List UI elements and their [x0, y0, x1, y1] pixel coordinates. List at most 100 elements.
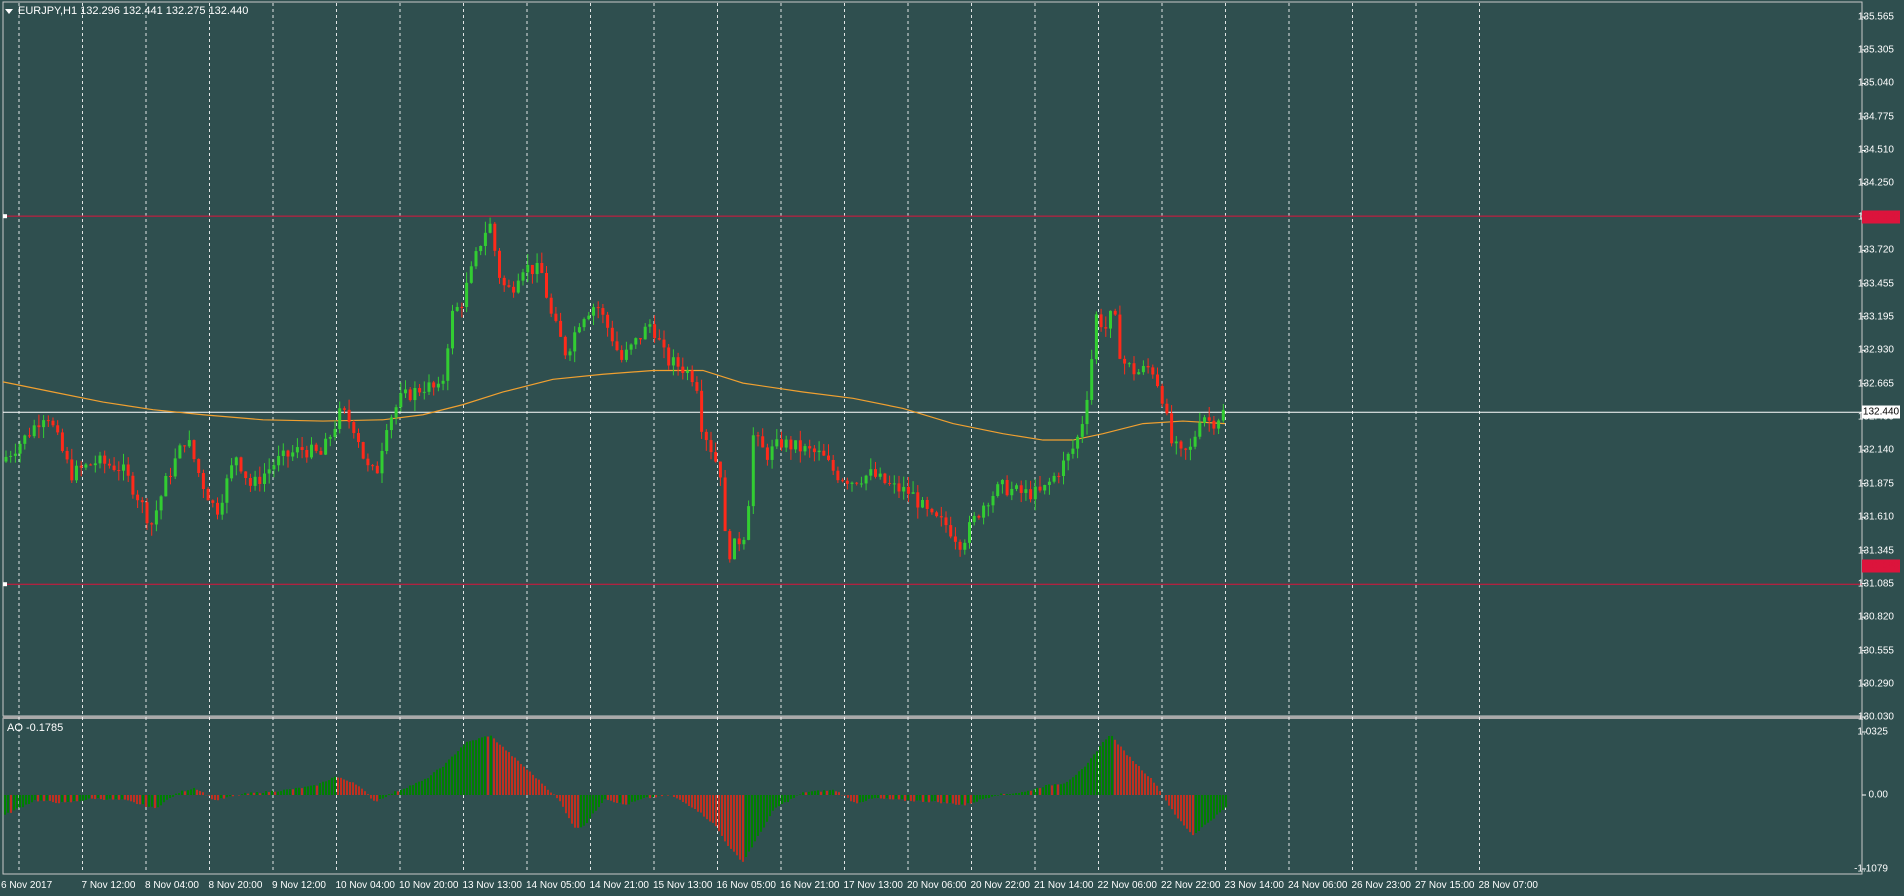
candle-body [747, 506, 751, 540]
candle-body [549, 297, 553, 314]
candle-body [845, 480, 849, 484]
candle-body [220, 502, 224, 515]
candle-body [122, 464, 125, 471]
candle-body [225, 478, 229, 503]
candle-body [371, 465, 375, 467]
ohlc-values: 132.296 132.441 132.275 132.440 [80, 5, 249, 17]
candle-body [596, 307, 600, 309]
price-axis-label: 134.250 [1857, 177, 1894, 189]
candle-body [530, 264, 534, 275]
candle-body [258, 476, 262, 484]
candle-body [718, 461, 722, 478]
candle-body [263, 473, 266, 484]
axis-ticks [1862, 16, 1866, 870]
candle-body [859, 483, 863, 485]
candle-body [615, 341, 619, 351]
candle-body [902, 486, 906, 492]
candle-body [42, 420, 46, 428]
moving-average-line [2, 369, 1226, 441]
candle-body [187, 440, 191, 447]
candle-body [451, 310, 454, 349]
candle-body [60, 432, 64, 451]
candle-body [1174, 441, 1178, 444]
candle-body [850, 482, 854, 484]
candle-body [996, 484, 1000, 497]
candle-body [51, 420, 55, 426]
candle-body [253, 476, 257, 486]
candle-body [944, 517, 948, 526]
candle-body [516, 280, 520, 293]
price-axis-label: 132.665 [1857, 378, 1894, 390]
candle-body [521, 272, 525, 281]
candle-body [676, 357, 680, 367]
candle-body [1080, 424, 1084, 437]
candle-body [37, 425, 41, 428]
time-axis-label: 10 Nov 04:00 [335, 880, 396, 891]
candle-body [874, 469, 877, 477]
candle-body [197, 459, 201, 474]
candle-body [1212, 420, 1216, 429]
candle-body [79, 465, 83, 468]
candle-body [1010, 488, 1014, 496]
candle-body [601, 308, 605, 315]
candle-body [648, 324, 652, 327]
candle-body [1137, 372, 1141, 375]
candle-body [1062, 460, 1065, 476]
candle-body [864, 475, 868, 484]
candle-body [606, 314, 610, 328]
candle-body [427, 382, 431, 392]
candle-body [986, 505, 990, 507]
candle-body [761, 436, 765, 448]
candle-body [23, 435, 27, 444]
candle-body [1179, 441, 1183, 449]
candle-body [1038, 486, 1042, 491]
candle-body [977, 515, 981, 518]
candle-body [921, 499, 924, 508]
candle-body [733, 538, 736, 560]
candle-body [512, 286, 516, 293]
pane-separator[interactable] [3, 716, 1862, 719]
level-anchor-handle[interactable] [3, 582, 7, 587]
candle-body [418, 388, 422, 393]
candle-body [493, 223, 497, 251]
candle-body [201, 473, 205, 490]
horizontal-levels[interactable] [3, 214, 1862, 587]
upper-level-tag[interactable]: 133.990 [1862, 210, 1900, 224]
price-axis-label: 131.875 [1857, 478, 1894, 490]
candle-body [319, 450, 323, 455]
candle-body [1188, 446, 1192, 450]
candle-body [286, 450, 290, 457]
candle-body [855, 482, 859, 484]
level-anchor-handle[interactable] [3, 214, 7, 219]
lower-level-tag[interactable]: 131.080 [1862, 559, 1900, 573]
candle-body [1071, 448, 1075, 454]
triangle-down-icon[interactable] [5, 8, 13, 14]
candle-body [1090, 359, 1094, 400]
candle-body [408, 389, 412, 401]
candle-body [460, 306, 464, 308]
candle-body [817, 450, 821, 453]
candle-body [455, 306, 459, 311]
candle-body [1094, 314, 1098, 360]
candle-body [798, 440, 802, 452]
candle-body [836, 470, 840, 481]
candle-body [446, 348, 450, 381]
candle-body [474, 251, 478, 267]
candle-body [577, 327, 581, 333]
awesome-oscillator-histogram [4, 735, 1227, 862]
candle-body [775, 439, 779, 447]
candle-body [1118, 314, 1122, 359]
candle-body [982, 505, 986, 518]
candle-body [211, 500, 215, 503]
candle-body [342, 408, 346, 410]
candle-body [422, 391, 426, 393]
candle-body [1207, 417, 1211, 421]
candle-body [150, 523, 154, 525]
price-axis-label: 132.140 [1857, 444, 1894, 456]
candle-body [1029, 489, 1033, 500]
candle-body [281, 450, 285, 457]
candle-body [347, 409, 351, 423]
candle-body [559, 320, 563, 337]
candle-body [587, 315, 591, 320]
candle-body [1132, 363, 1136, 375]
